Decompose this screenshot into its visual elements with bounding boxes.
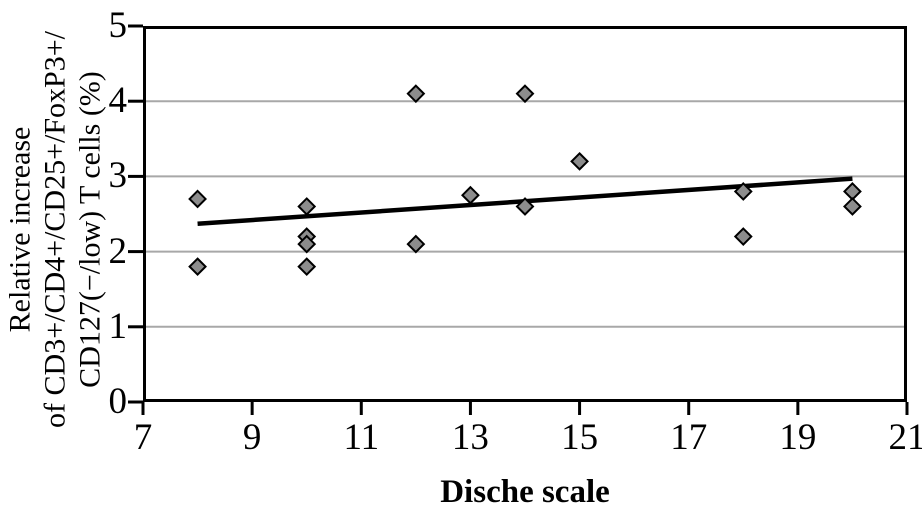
data-point-diamond [188,257,207,277]
x-tick-label: 9 [242,417,262,458]
x-tick-label: 15 [561,417,599,458]
y-tick-label: 3 [108,155,128,197]
data-point-diamond [515,84,535,104]
data-point-diamond [188,189,207,209]
data-point-diamond [461,185,480,205]
x-tick-label: 13 [451,417,489,458]
y-tick-label: 1 [108,305,128,347]
x-tick-label: 19 [779,417,817,458]
x-axis-label: Dische scale [440,474,610,509]
plot-area [128,24,909,415]
y-axis-label-line1: Relative increase [3,126,37,333]
y-axis-label-line3: CD127(−/low) T cells (%) [73,71,107,388]
data-point-diamond [297,197,317,216]
data-point-diamond [570,151,589,171]
x-tick-label: 21 [888,417,922,458]
data-point-diamond [733,227,753,246]
y-axis-label: Relative increase of CD3+/CD4+/CD25+/Fox… [3,10,108,450]
data-point-diamond [406,234,426,254]
y-tick-label: 4 [108,80,128,122]
x-tick-label: 7 [133,417,153,458]
data-point-diamond [406,84,426,104]
data-point-diamond [297,257,317,277]
data-point-diamond [733,182,753,201]
data-point-diamond [843,197,862,216]
plot-frame [143,26,907,402]
y-tick-label: 2 [108,230,128,272]
y-tick-label: 5 [108,5,128,46]
x-tick-label: 11 [343,417,380,458]
data-point-diamond [297,234,317,254]
data-point-diamond [843,182,862,201]
data-point-diamond [515,197,535,216]
y-axis-label-line2: of CD3+/CD4+/CD25+/FoxP3+/ [38,31,72,428]
x-tick-label: 17 [670,417,708,458]
y-tick-label: 0 [108,381,128,422]
